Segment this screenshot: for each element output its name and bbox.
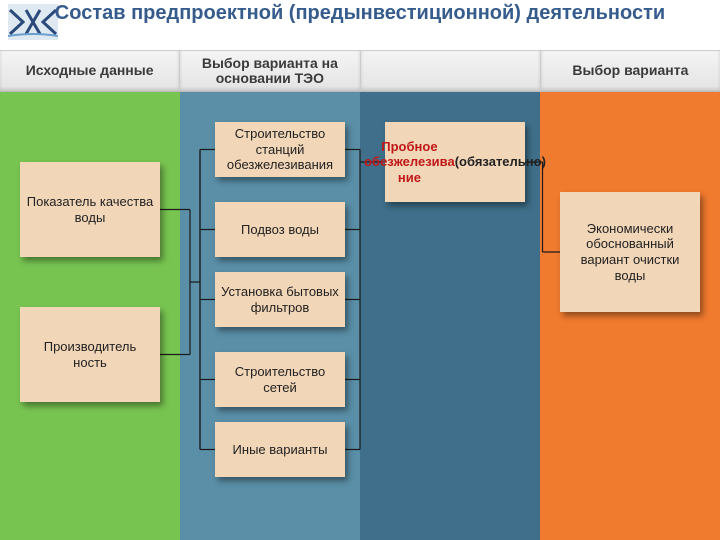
box-performance: Производительность: [20, 307, 160, 402]
header-col-1: Исходные данные: [0, 50, 179, 92]
box-result: Экономически обоснованный вариант очистк…: [560, 192, 700, 312]
header-col-4: Выбор варианта: [540, 50, 720, 92]
header-col-2: Выбор варианта на основании ТЭО: [179, 50, 359, 92]
box-trial: Пробное обезжелезивание(обязательно): [385, 122, 525, 202]
box-option-4: Строительство сетей: [215, 352, 345, 407]
box-option-5: Иные варианты: [215, 422, 345, 477]
page-title: Состав предпроектной (предынвестиционной…: [0, 2, 720, 24]
column-4: [540, 92, 720, 540]
box-option-2: Подвоз воды: [215, 202, 345, 257]
box-option-3: Установка бытовых фильтров: [215, 272, 345, 327]
header-col-3: [360, 50, 540, 92]
box-quality: Показатель качества воды: [20, 162, 160, 257]
box-option-1: Строительство станций обезжелезивания: [215, 122, 345, 177]
header-row: Исходные данные Выбор варианта на основа…: [0, 50, 720, 92]
